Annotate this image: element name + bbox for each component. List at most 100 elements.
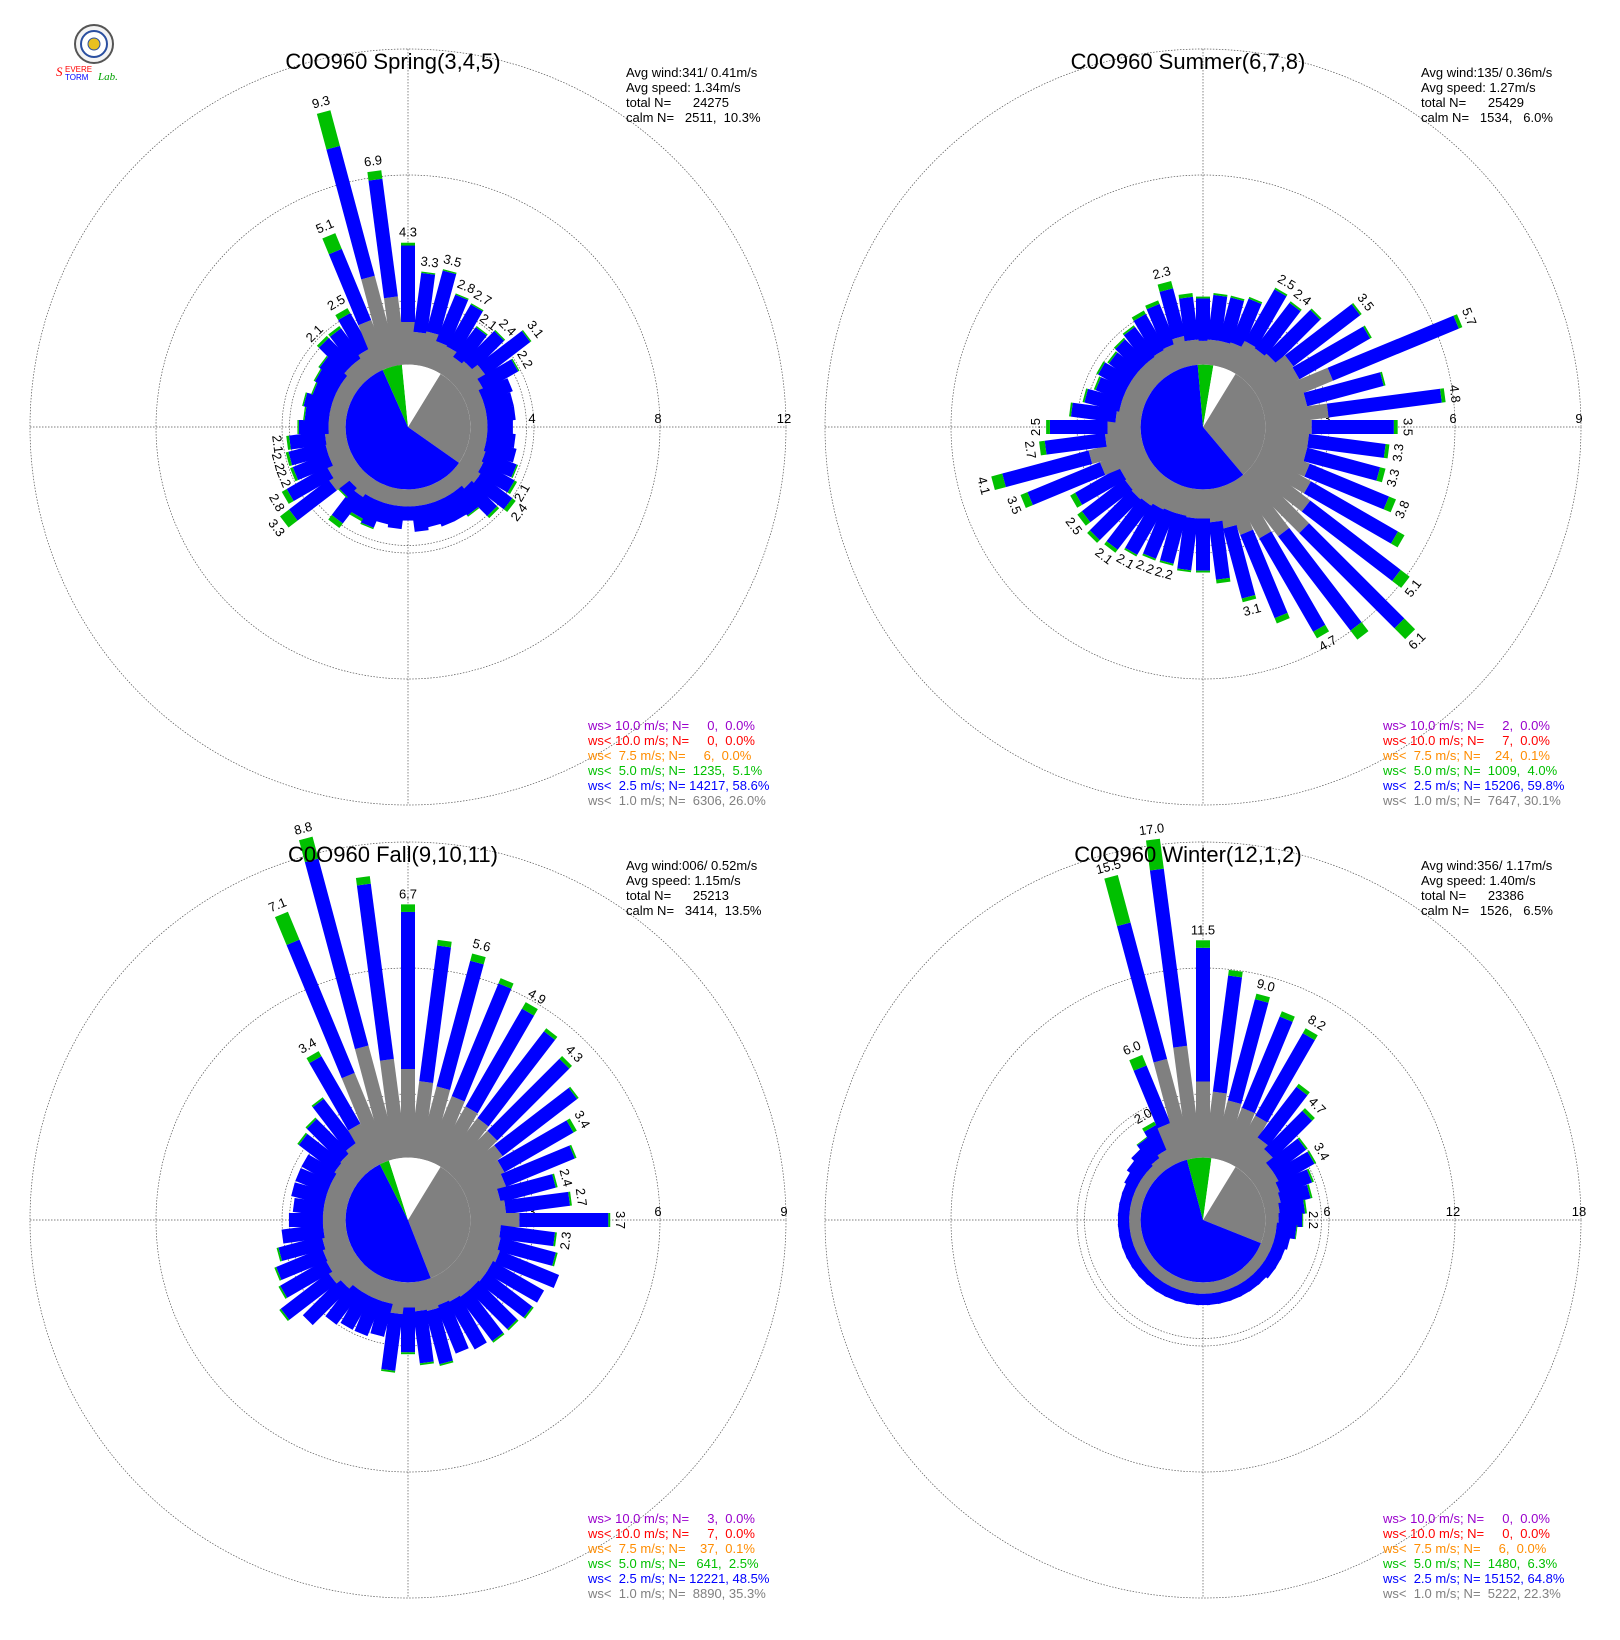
sector-bar-blue bbox=[1266, 1138, 1307, 1174]
sector-bar-gray bbox=[409, 487, 426, 507]
sector-bar-blue bbox=[411, 504, 429, 532]
sector-bar-gray bbox=[466, 1229, 501, 1252]
calm-pie-slice bbox=[408, 373, 471, 463]
sector-bar-blue bbox=[1222, 525, 1256, 599]
sector-label: 17.0 bbox=[1138, 820, 1165, 838]
sector-bar-blue bbox=[1143, 507, 1175, 559]
sector-bar-gray bbox=[358, 348, 383, 377]
sector-bar-blue bbox=[1115, 339, 1148, 372]
sector-bar-gray bbox=[335, 381, 358, 402]
sector-bar-gray bbox=[326, 1180, 354, 1203]
sector-bar-blue bbox=[419, 945, 451, 1083]
sector-bar-gray bbox=[388, 1280, 407, 1315]
sector-bar-blue bbox=[276, 1248, 328, 1280]
sector-bar-gray bbox=[1129, 1203, 1143, 1219]
sector-bar-blue bbox=[280, 1272, 337, 1320]
sector-bar-gray bbox=[346, 466, 369, 489]
sector-bar-gray bbox=[440, 1265, 471, 1298]
sector-bar-blue bbox=[1044, 432, 1107, 455]
stats-line: Avg speed: 1.34m/s bbox=[626, 80, 741, 95]
ring-label: 6 bbox=[1323, 1204, 1330, 1219]
sector-bar-blue bbox=[431, 497, 455, 527]
sector-bar-blue bbox=[504, 1191, 571, 1215]
sector-bar-gray bbox=[1186, 1280, 1202, 1294]
calm-pie-slice bbox=[379, 1160, 408, 1220]
sector-bar-green bbox=[349, 511, 364, 522]
sector-label: 3.7 bbox=[613, 1211, 628, 1229]
sector-bar-gray bbox=[1157, 1123, 1186, 1166]
sector-bar-blue bbox=[1121, 1180, 1138, 1199]
sector-bar-blue bbox=[447, 1295, 487, 1350]
sector-bar-gray bbox=[1140, 472, 1171, 506]
calm-pie-slice bbox=[382, 364, 408, 427]
legend-entry: ws< 2.5 m/s; N= 12221, 48.5% bbox=[587, 1571, 770, 1586]
sector-bar-green bbox=[507, 1319, 519, 1331]
legend-entry: ws> 10.0 m/s; N= 0, 0.0% bbox=[587, 718, 755, 733]
sector-bar-blue bbox=[1307, 433, 1386, 458]
legend-entry: ws< 7.5 m/s; N= 24, 0.1% bbox=[1382, 748, 1550, 763]
sector-bar-gray bbox=[1235, 472, 1290, 537]
sector-bar-blue bbox=[370, 1300, 393, 1337]
sector-bar-blue bbox=[312, 382, 338, 404]
sector-bar-blue bbox=[328, 248, 372, 326]
sector-label: 3.5 bbox=[442, 251, 463, 270]
calm-pie-slice bbox=[1140, 364, 1244, 490]
sector-bar-green bbox=[568, 1086, 579, 1099]
sector-bar-blue bbox=[436, 294, 469, 347]
sector-bar-gray bbox=[468, 1221, 501, 1240]
sector-label: 2.3 bbox=[557, 1231, 574, 1251]
sector-bar-gray bbox=[1242, 466, 1310, 534]
sector-bar-blue bbox=[1174, 1289, 1191, 1304]
sector-bar-blue bbox=[1154, 1280, 1173, 1298]
sector-bar-blue bbox=[1125, 1250, 1143, 1269]
sector-label: 3.3 bbox=[420, 253, 440, 270]
sector-bar-blue bbox=[1255, 1033, 1315, 1123]
sector-bar-green bbox=[1096, 361, 1106, 375]
sector-bar-gray bbox=[1119, 452, 1153, 480]
sector-label: 5.6 bbox=[471, 936, 492, 955]
sector-bar-gray bbox=[383, 296, 407, 367]
sector-bar-blue bbox=[1149, 868, 1188, 1048]
sector-bar-blue bbox=[368, 178, 398, 299]
ring-label: 4 bbox=[528, 411, 535, 426]
sector-bar-green bbox=[1307, 1150, 1317, 1164]
sector-bar-blue bbox=[463, 330, 505, 372]
sector-label: 5.1 bbox=[314, 216, 336, 237]
sector-bar-blue bbox=[1301, 500, 1401, 581]
sector-bar-green bbox=[1113, 337, 1126, 350]
sector-bar-blue bbox=[1124, 1170, 1143, 1190]
sector-bar-gray bbox=[1212, 1100, 1242, 1162]
sector-bar-gray bbox=[341, 1072, 391, 1166]
sector-bar-green bbox=[492, 1332, 505, 1343]
sector-bar-gray bbox=[440, 1117, 489, 1175]
sector-bar-green bbox=[367, 170, 383, 181]
legend-entry: ws< 5.0 m/s; N= 641, 2.5% bbox=[587, 1556, 759, 1571]
sector-bar-green bbox=[360, 522, 374, 530]
sector-bar-green bbox=[1087, 530, 1100, 543]
legend-entry: ws< 10.0 m/s; N= 0, 0.0% bbox=[1382, 1526, 1550, 1541]
sector-bar-green bbox=[1070, 492, 1083, 508]
sector-bar-blue bbox=[306, 1118, 351, 1163]
sector-bar-green bbox=[1142, 1121, 1157, 1132]
sector-bar-blue bbox=[1027, 462, 1106, 506]
sector-bar-blue bbox=[318, 337, 355, 374]
sector-bar-green bbox=[1129, 1054, 1147, 1071]
sector-bar-green bbox=[279, 1308, 290, 1322]
sector-bar-gray bbox=[321, 1229, 350, 1250]
sector-bar-blue bbox=[1133, 313, 1166, 356]
sector-bar-green bbox=[507, 480, 518, 495]
sector-bar-gray bbox=[334, 1161, 363, 1188]
legend-entry: ws> 10.0 m/s; N= 2, 0.0% bbox=[1382, 718, 1550, 733]
sector-bar-blue bbox=[1303, 481, 1399, 544]
sector-bar-green bbox=[559, 1056, 572, 1069]
sector-label: 2.2 bbox=[1153, 564, 1174, 583]
windrose-panel-0: 4 8 124.33.3 3.52.82.72.12.4 3.12.22.12.43.3… bbox=[29, 48, 791, 808]
sector-bar-gray bbox=[1151, 1155, 1171, 1175]
sector-bar-green bbox=[1274, 287, 1288, 297]
sector-bar-gray bbox=[468, 409, 488, 426]
sector-bar-gray bbox=[425, 1274, 449, 1306]
ring-label: 9 bbox=[780, 1204, 787, 1219]
sector-bar-green bbox=[318, 355, 328, 368]
sector-bar-blue bbox=[1233, 1280, 1252, 1298]
sector-bar-blue bbox=[286, 939, 355, 1079]
